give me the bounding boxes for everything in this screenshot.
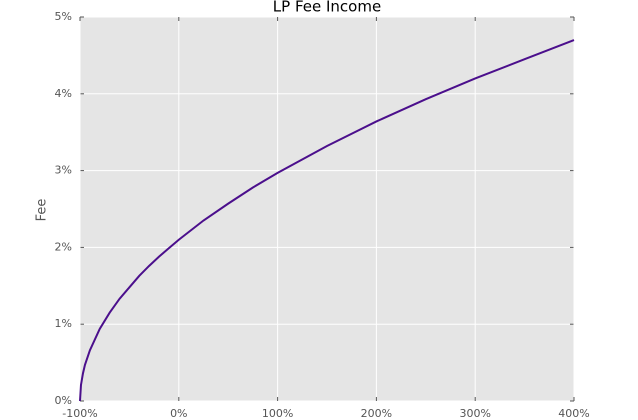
y-tick-label: 2% [55,240,72,253]
x-tick-label: 100% [262,407,293,420]
y-tick-label: 1% [55,317,72,330]
plot-area [80,17,574,401]
y-tick-label: 0% [55,394,72,407]
x-tick-label: 0% [170,407,187,420]
x-tick-label: -100% [62,407,97,420]
y-tick-label: 4% [55,87,72,100]
y-tick-label: 3% [55,164,72,177]
y-tick-label: 5% [55,10,72,23]
chart-title: LP Fee Income [273,0,381,16]
y-axis-label: Fee [35,199,50,222]
x-tick-label: 200% [361,407,392,420]
x-tick-label: 400% [558,407,589,420]
x-tick-label: 300% [459,407,490,420]
data-line [79,39,575,402]
